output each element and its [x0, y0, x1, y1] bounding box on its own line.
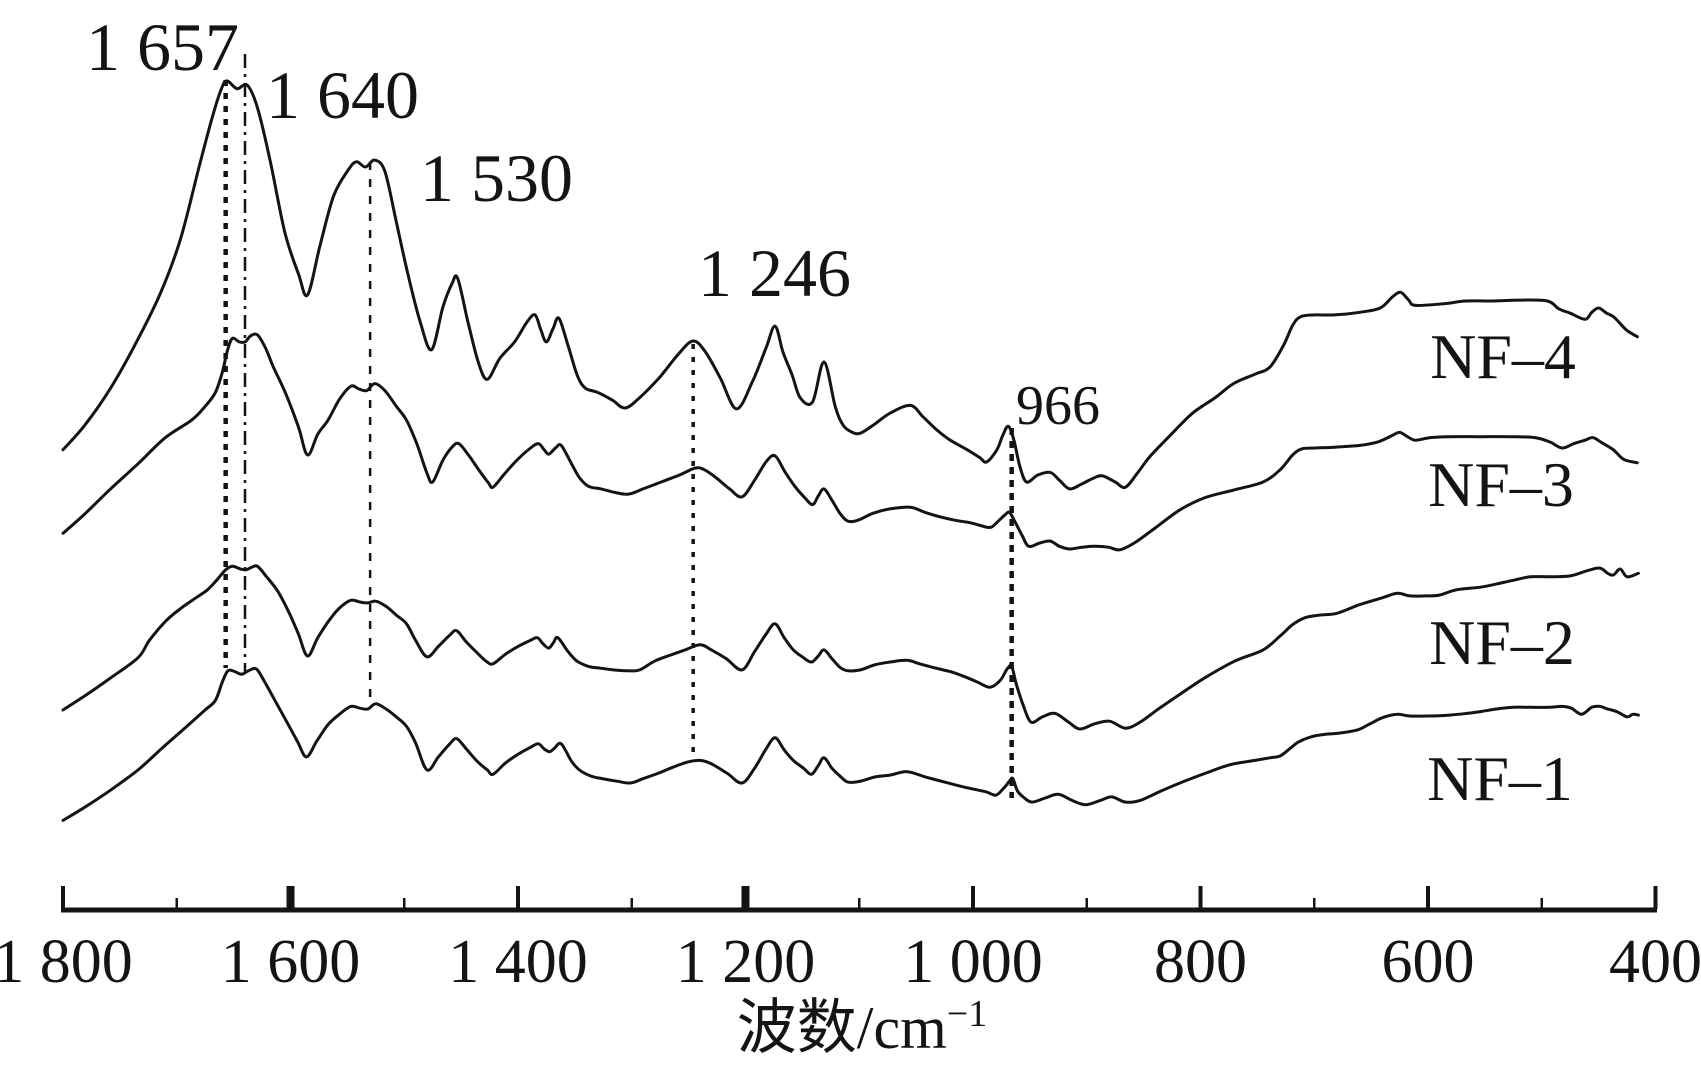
spectrum-curve-nf-4 [61, 79, 1639, 491]
x-axis-title-cjk: 波数 [737, 993, 857, 1063]
x-axis-tick-label-600: 600 [1382, 928, 1475, 996]
spectra-curves [61, 79, 1640, 822]
x-axis-tick-label-1000: 1 000 [903, 928, 1043, 996]
x-axis-tick-label-800: 800 [1154, 928, 1247, 996]
x-axis-tick-label-1600: 1 600 [221, 928, 361, 996]
x-axis: 1 800 1 600 1 400 1 200 1 000 800 600 400 波数/cm… [0, 886, 1701, 1063]
x-axis-tick-label-1400: 1 400 [448, 928, 588, 996]
x-axis-title: 波数/cm−1 [737, 993, 987, 1063]
x-axis-title-unit: /cm [857, 995, 947, 1061]
spectrum-curve-nf-2 [61, 564, 1640, 731]
series-labels: NF–4 NF–3 NF–2 NF–1 [1427, 321, 1576, 814]
series-label-nf-3: NF–3 [1428, 449, 1574, 520]
spectrum-curve-nf-1 [61, 666, 1640, 822]
x-axis-tick-label-1200: 1 200 [676, 928, 816, 996]
series-label-nf-1: NF–1 [1427, 743, 1573, 814]
x-axis-tick-label-400: 400 [1609, 928, 1701, 996]
x-axis-tick-labels: 1 800 1 600 1 400 1 200 1 000 800 600 400 [0, 928, 1701, 996]
series-label-nf-2: NF–2 [1429, 607, 1575, 678]
spectrum-curve-nf-3 [61, 332, 1639, 552]
series-label-nf-4: NF–4 [1430, 321, 1576, 392]
peak-label-1657: 1 657 [86, 9, 239, 85]
peak-label-1246: 1 246 [698, 235, 851, 311]
peak-label-1640: 1 640 [266, 57, 419, 133]
peak-label-1530: 1 530 [420, 140, 573, 216]
peak-label-966: 966 [1016, 375, 1100, 437]
x-axis-ticks [61, 886, 1658, 909]
x-axis-tick-label-1800: 1 800 [0, 928, 133, 996]
x-axis-title-superscript: −1 [947, 993, 987, 1035]
